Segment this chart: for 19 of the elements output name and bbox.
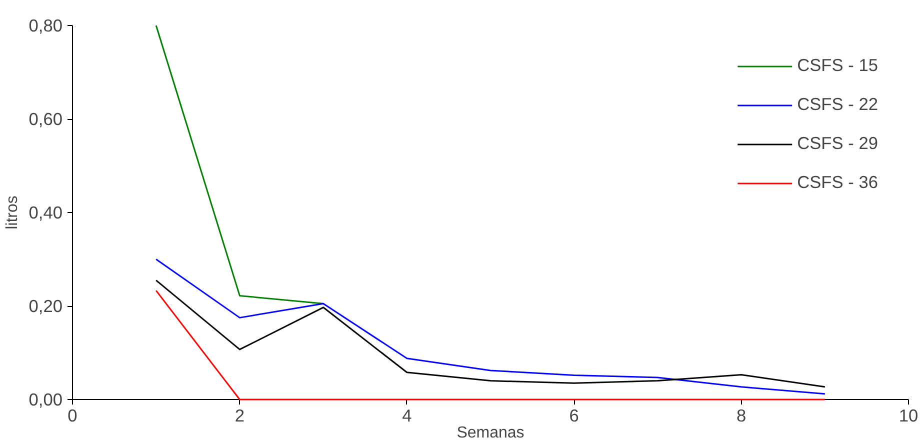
y-tick-label: 0,20: [28, 296, 63, 316]
y-tick-label: 0,60: [28, 109, 63, 129]
legend-label: CSFS - 22: [797, 94, 878, 115]
legend-label: CSFS - 36: [797, 172, 878, 193]
line-series: [155, 258, 826, 395]
x-tick-label: 2: [234, 406, 245, 426]
x-tick-label: 4: [402, 406, 412, 426]
y-tick-label: 0,40: [28, 202, 63, 222]
x-tick-label: 0: [68, 406, 78, 426]
legend-label: CSFS - 29: [797, 133, 878, 154]
y-axis-title: litros: [4, 196, 21, 230]
line-series: [155, 280, 826, 388]
x-axis-title: Semanas: [456, 424, 524, 442]
x-tick-label: 10: [898, 406, 918, 426]
y-tick-label: 0,00: [28, 390, 63, 410]
x-tick-label: 8: [736, 406, 746, 426]
x-tick-label: 6: [569, 406, 579, 426]
y-tick-label: 0,80: [28, 16, 63, 36]
legend-label: CSFS - 15: [797, 55, 878, 76]
